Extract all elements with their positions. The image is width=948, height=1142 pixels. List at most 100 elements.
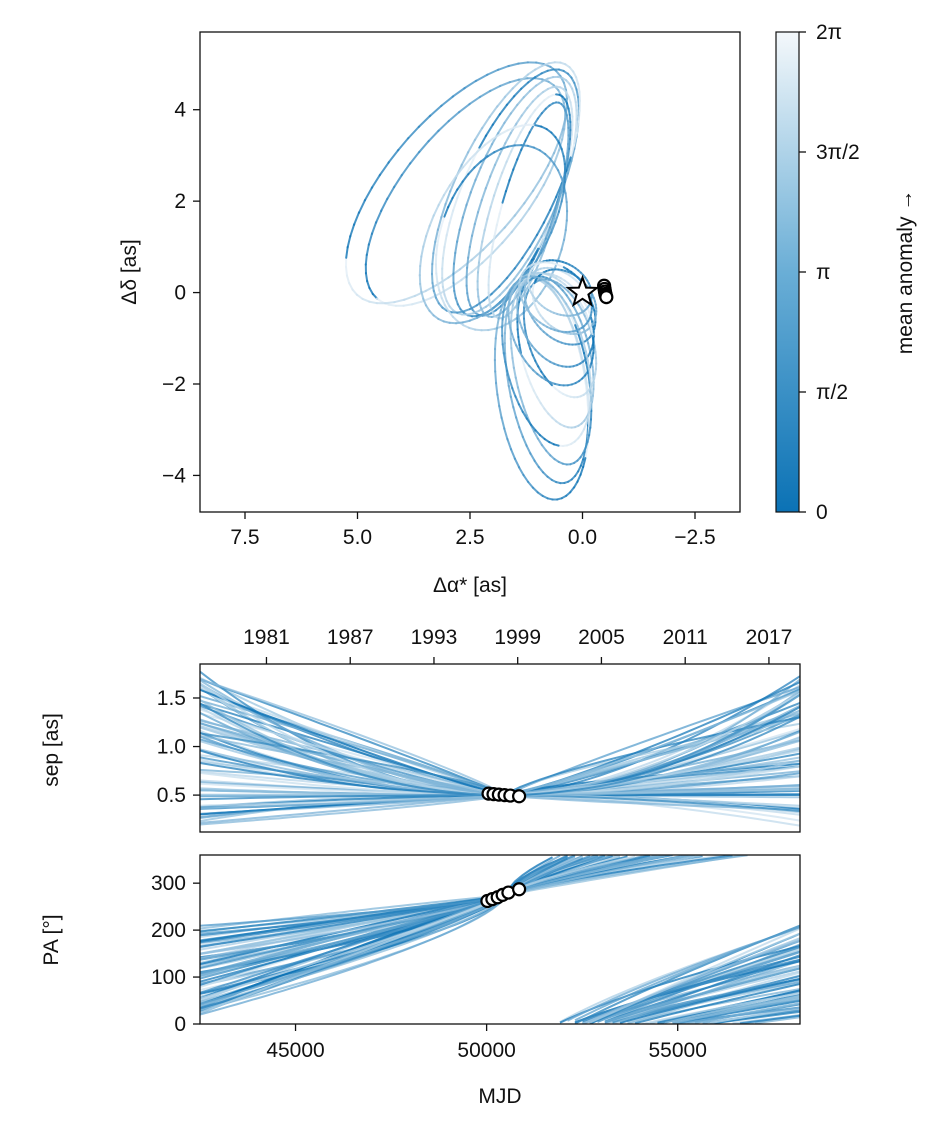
orbit-segment [466, 314, 474, 318]
orbit-segment [499, 301, 505, 312]
orbit-segment [461, 203, 468, 219]
colorbar-label: mean anomaly → [894, 190, 917, 355]
orbit-segment [516, 386, 522, 399]
orbit-segment [553, 205, 559, 220]
pa-curve [574, 958, 800, 1024]
orbit-segment [557, 248, 563, 261]
orbit-segment [533, 235, 543, 250]
orbit-segment [466, 158, 475, 174]
orbit-segment [488, 105, 499, 119]
orbit-segment [519, 395, 525, 408]
orbit-segment [437, 193, 446, 207]
orbit-segment [560, 238, 566, 251]
orbit-segment [509, 337, 513, 350]
orbit-segment [367, 232, 374, 246]
orbit-segment [468, 304, 478, 311]
orbit-segment [583, 351, 588, 365]
orbit-segment [448, 209, 455, 225]
colorbar-gradient [775, 31, 800, 513]
orbit-segment [418, 139, 430, 154]
orbit-segment [510, 311, 513, 323]
pa-curve [200, 855, 666, 1005]
orbit-segment [584, 447, 589, 460]
orbit-segment [496, 393, 501, 408]
orbit-segment [560, 190, 565, 203]
orbit-segment [452, 262, 455, 275]
orbit-segment [355, 293, 364, 300]
orbit-segment [514, 376, 519, 389]
orbit-segment [386, 185, 396, 201]
orbit-segment [436, 234, 440, 247]
year-tick-label: 2011 [663, 626, 708, 649]
orbit-segment [483, 307, 494, 315]
orbit-segment [510, 219, 522, 234]
orbit-segment [503, 322, 507, 335]
orbit-segment [579, 332, 585, 344]
orbit-segment [466, 138, 477, 154]
orbit-segment [432, 240, 437, 255]
orbit-segment [410, 300, 423, 306]
orbit-segment [566, 159, 573, 175]
orbit-segment [468, 234, 474, 249]
orbit-segment [476, 143, 487, 153]
orbit-segment [476, 312, 486, 319]
orbit-segment [476, 199, 483, 214]
orbit-segment [473, 211, 480, 226]
sep-ylabel: sep [as] [40, 713, 63, 787]
orbit-segment [582, 457, 587, 469]
orbit-segment [498, 103, 509, 116]
orbit-segment [507, 62, 520, 68]
year-tick-label: 2005 [578, 626, 625, 649]
orbit-segment [419, 255, 423, 268]
orbit-segment [457, 102, 471, 114]
orbit-segment [579, 465, 585, 476]
pa-curve [679, 999, 800, 1024]
pa-curve [200, 855, 636, 1000]
orbit-segment [483, 217, 489, 232]
orbit-segment [536, 236, 545, 251]
orbit-segment [521, 245, 531, 260]
orbit-segment [503, 112, 512, 125]
pa-curve [589, 946, 800, 1024]
orbit-segment [565, 152, 569, 165]
colorbar-tick-label: π [816, 261, 831, 284]
orbit-segment [587, 342, 592, 353]
observation-marker [599, 290, 614, 305]
orbit-segment [481, 229, 486, 243]
pa-curve [709, 1010, 800, 1024]
year-tick-label: 2017 [746, 626, 793, 649]
orbit-segment [509, 448, 516, 460]
orbit-segment [568, 317, 575, 330]
year-tick-label: 1981 [243, 626, 290, 649]
orbit-segment [453, 251, 457, 265]
orbit-segment [478, 134, 488, 149]
orbit-segment [484, 175, 492, 190]
orbit-segment [580, 342, 586, 355]
orbit-segment [517, 403, 524, 413]
orbit-segment [542, 208, 552, 224]
orbit-segment [563, 228, 567, 242]
orbit-segment [575, 118, 578, 131]
pa-curve [582, 939, 800, 1024]
orbit-xlabel: Δα* [as] [433, 574, 507, 597]
orbit-segment [549, 195, 558, 212]
orbit-segment [490, 285, 501, 296]
orbit-segment [505, 95, 516, 106]
orbit-segment [491, 133, 502, 141]
orbit-segment [529, 382, 535, 392]
pa-curve [200, 855, 673, 1016]
orbit-segment [469, 178, 477, 194]
orbit-segment [540, 237, 547, 251]
orbit-segment [461, 173, 470, 183]
orbit-segment [436, 281, 441, 292]
orbit-segment [564, 219, 568, 232]
orbit-segment [542, 172, 551, 187]
pa-curve [642, 992, 800, 1024]
orbit-segment [550, 216, 556, 231]
pa-curve [597, 951, 800, 1023]
orbit-segment [529, 452, 536, 462]
orbit-segment [507, 384, 512, 398]
orbit-segment [387, 148, 400, 164]
orbit-segment [513, 457, 521, 469]
orbit-segment [503, 87, 514, 99]
